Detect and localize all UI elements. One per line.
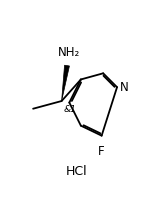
Text: &1: &1 xyxy=(64,105,77,114)
Text: HCl: HCl xyxy=(66,165,88,178)
Polygon shape xyxy=(62,65,69,101)
Text: NH₂: NH₂ xyxy=(57,46,80,59)
Text: F: F xyxy=(98,145,105,158)
Text: N: N xyxy=(120,81,129,94)
